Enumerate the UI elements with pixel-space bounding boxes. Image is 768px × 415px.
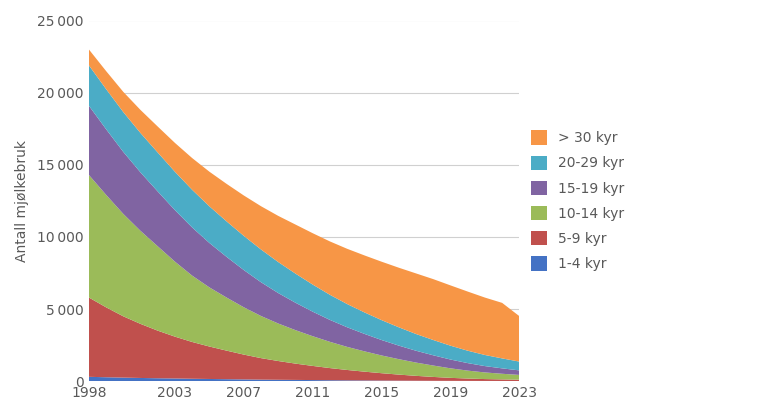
Y-axis label: Antall mjølkebruk: Antall mjølkebruk <box>15 140 29 262</box>
Legend: > 30 kyr, 20-29 kyr, 15-19 kyr, 10-14 kyr, 5-9 kyr, 1-4 kyr: > 30 kyr, 20-29 kyr, 15-19 kyr, 10-14 ky… <box>531 130 624 271</box>
